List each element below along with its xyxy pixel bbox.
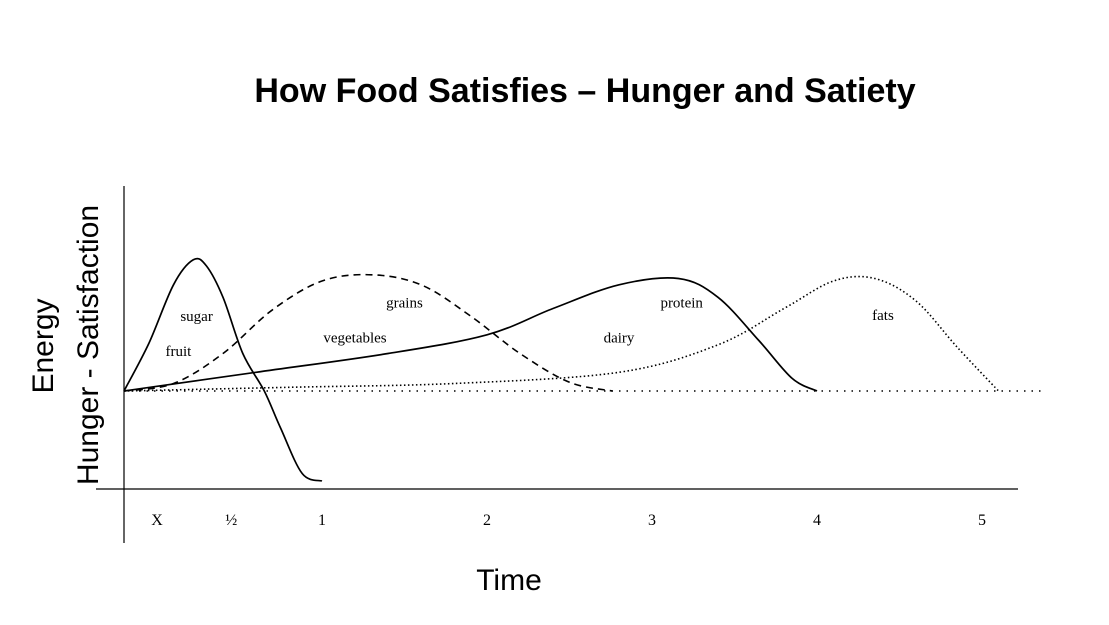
x-tick-label-7: 5 [978, 512, 986, 529]
series-label-grains: grains [386, 295, 423, 311]
series-label-protein: protein [660, 295, 703, 311]
y-axis-label-energy: Energy [27, 298, 60, 393]
x-tick-label-3: 1 [318, 512, 326, 529]
y-axis-label-hunger-satisfaction: Hunger - Satisfaction [72, 205, 105, 485]
chart-title: How Food Satisfies – Hunger and Satiety [254, 72, 915, 110]
x-tick-label-5: 3 [648, 512, 656, 529]
series-label-vegetables: vegetables [323, 330, 386, 346]
curve-dotted-4 [123, 275, 1000, 392]
curves-group [123, 257, 1000, 482]
curve-dashed-2 [123, 273, 613, 392]
curve-solid-1 [123, 257, 323, 482]
series-label-dairy: dairy [604, 330, 635, 346]
curve-solid-3 [123, 277, 818, 392]
series-label-fruit: fruit [165, 344, 192, 360]
series-labels: sugar fruit grains vegetables protein dairy fa… [165, 295, 893, 360]
x-tick-label-6: 4 [813, 512, 821, 529]
x-tick-label-4: 2 [483, 512, 491, 529]
x-tick-label-1: X [151, 512, 163, 529]
series-label-fats: fats [872, 308, 894, 324]
x-tick-label-2: ½ [225, 512, 237, 529]
x-axis-label: Time [476, 564, 542, 597]
x-tick-labels: X ½ 1 2 3 4 5 [151, 512, 986, 529]
series-label-sugar: sugar [180, 309, 213, 325]
